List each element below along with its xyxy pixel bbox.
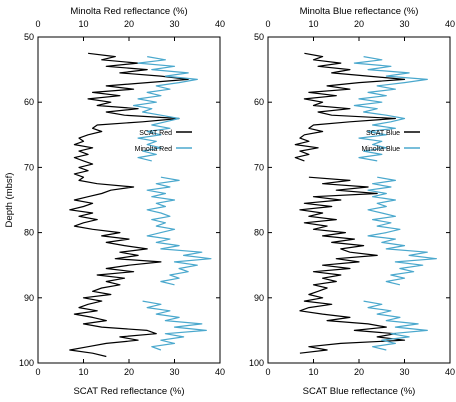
depth-tick-label: 60 — [254, 97, 264, 107]
series-line-scat-blue — [294, 52, 406, 354]
top-tick-label: 40 — [445, 19, 455, 29]
legend-label: Minolta Red — [135, 146, 172, 153]
top-tick-label: 30 — [169, 19, 179, 29]
top-tick-label: 10 — [78, 19, 88, 29]
bottom-tick-label: 0 — [35, 367, 40, 377]
depth-tick-label: 70 — [254, 162, 264, 172]
depth-tick-label: 50 — [254, 32, 264, 42]
depth-tick-label: 70 — [24, 162, 34, 172]
depth-tick-label: 90 — [254, 293, 264, 303]
bottom-tick-label: 30 — [169, 367, 179, 377]
red-legend: SCAT Red Minolta Red — [135, 130, 192, 153]
bottom-tick-label: 20 — [124, 367, 134, 377]
blue-bottom-axis-title: SCAT Blue reflectance (%) — [303, 386, 416, 397]
top-tick-label: 10 — [308, 19, 318, 29]
red-bottom-axis-title: SCAT Red reflectance (%) — [73, 386, 184, 397]
depth-tick-label: 100 — [249, 358, 264, 368]
top-tick-label: 30 — [399, 19, 409, 29]
depth-tick-label: 100 — [19, 358, 34, 368]
depth-tick-label: 90 — [24, 293, 34, 303]
series-line-scat-red — [69, 52, 189, 358]
legend-label: SCAT Blue — [366, 130, 400, 137]
bottom-tick-label: 40 — [215, 367, 225, 377]
red-reflectance-panel: Minolta Red reflectance (%) SCAT Red ref… — [4, 6, 225, 397]
depth-tick-label: 80 — [254, 228, 264, 238]
red-top-axis-title: Minolta Red reflectance (%) — [70, 6, 187, 17]
depth-tick-label: 60 — [24, 97, 34, 107]
red-series-lines — [69, 52, 212, 358]
top-tick-label: 20 — [354, 19, 364, 29]
blue-reflectance-panel: Minolta Blue reflectance (%) SCAT Blue r… — [249, 6, 455, 397]
red-axis-ticks: 0 10 20 30 40 0 10 20 30 40 50 60 70 80 90 100 — [19, 19, 225, 377]
bottom-tick-label: 20 — [354, 367, 364, 377]
legend-label: Minolta Blue — [361, 146, 400, 153]
bottom-tick-label: 10 — [308, 367, 318, 377]
top-tick-label: 0 — [35, 19, 40, 29]
depth-axis-title: Depth (mbsf) — [4, 173, 15, 228]
depth-tick-label: 50 — [24, 32, 34, 42]
bottom-tick-label: 30 — [399, 367, 409, 377]
blue-axis-ticks: 0 10 20 30 40 0 10 20 30 40 50 60 70 80 90 100 — [249, 19, 455, 377]
series-line-minolta-blue — [353, 56, 437, 351]
depth-tick-label: 80 — [24, 228, 34, 238]
blue-top-axis-title: Minolta Blue reflectance (%) — [300, 6, 419, 17]
top-tick-label: 0 — [265, 19, 270, 29]
top-tick-label: 20 — [124, 19, 134, 29]
series-line-minolta-red — [133, 56, 212, 351]
red-panel-frame — [37, 36, 221, 364]
bottom-tick-label: 10 — [78, 367, 88, 377]
blue-legend: SCAT Blue Minolta Blue — [361, 130, 420, 153]
blue-series-lines — [294, 52, 437, 354]
legend-label: SCAT Red — [139, 130, 172, 137]
blue-panel-frame — [267, 36, 451, 364]
bottom-tick-label: 40 — [445, 367, 455, 377]
bottom-tick-label: 0 — [265, 367, 270, 377]
top-tick-label: 40 — [215, 19, 225, 29]
